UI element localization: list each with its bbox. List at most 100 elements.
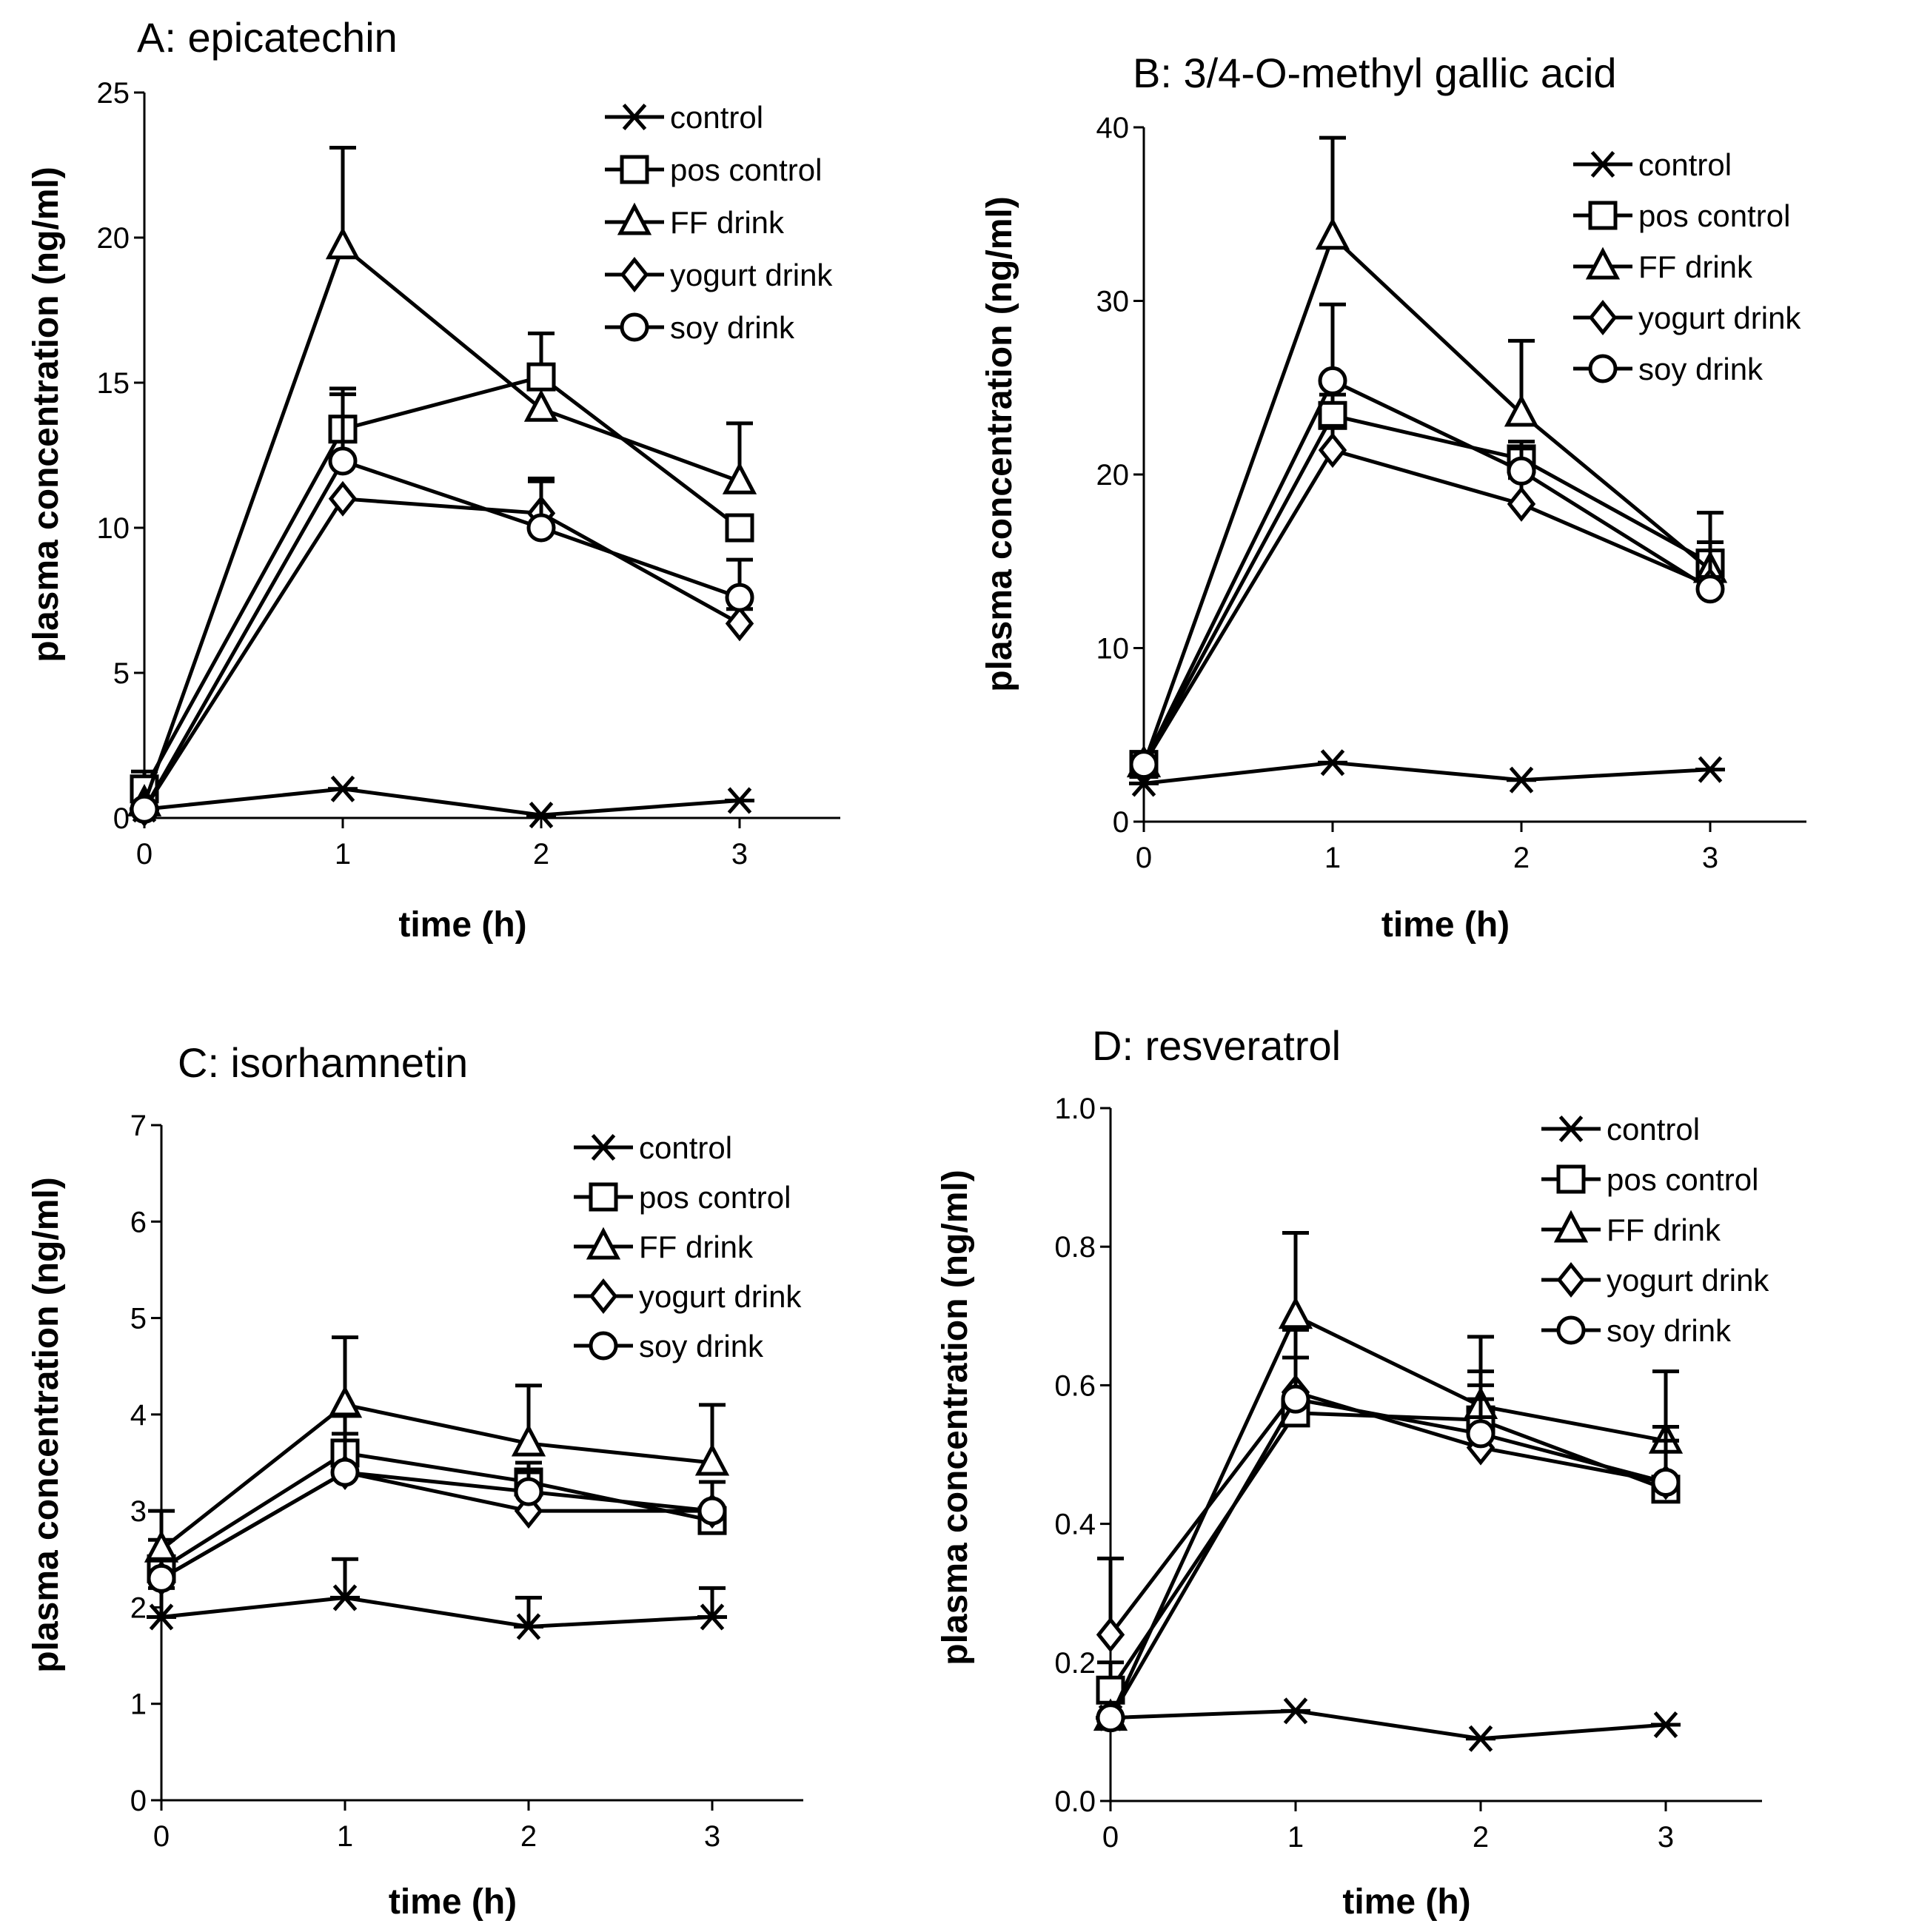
series-control [147,1557,727,1640]
y-tick-label: 0 [1113,806,1129,839]
x-tick-label: 0 [1102,1821,1119,1854]
legend-item: FF drink [1541,1210,1721,1247]
series-line-soy-drink [142,458,740,811]
x-tick-label: 3 [1702,842,1718,874]
data-point-control [330,1584,360,1611]
x-tick-label: 1 [335,838,351,871]
data-point-soy-drink [1695,574,1725,604]
x-tick-label: 0 [136,838,153,871]
legend-item: control [574,1130,732,1165]
data-point-pos-control [1318,400,1347,430]
legend-item: pos control [574,1180,791,1215]
y-tick-label: 20 [1096,459,1130,492]
legend-label: yogurt drink [670,258,833,292]
x-tick-label: 3 [1658,1821,1674,1854]
legend-marker-yogurt-drink [620,256,649,293]
data-point-yogurt-drink [725,606,754,642]
data-point-ff-drink [144,1529,179,1563]
series-line-ff-drink [1108,1313,1667,1719]
legend-item: soy drink [574,1329,764,1364]
legend-marker-pos-control [589,1182,618,1212]
legend-label: control [639,1130,732,1165]
panel-c-legend: control pos control FF drink yogurt drink so… [574,1130,802,1364]
legend-item: pos control [1541,1162,1758,1197]
legend-marker-soy-drink [1588,354,1618,383]
x-tick-label: 2 [520,1820,537,1853]
legend-marker-pos-control [1588,201,1618,230]
data-point-ff-drink [327,1385,363,1418]
series-yogurt-drink [130,479,754,828]
legend-item: pos control [1573,198,1790,233]
panel-c: C: isorhamnetin 0 1 2 3 4 5 6 7 0 1 2 3 time (h) plasm… [27,1039,803,1922]
series-yogurt-drink [1096,1328,1681,1653]
data-point-yogurt-drink [328,480,358,517]
panel-b: B: 3/4-O-methyl gallic acid 0 10 20 30 40 0 1 2 3… [980,50,1806,945]
data-point-control [514,1613,543,1640]
legend-marker-control [620,103,649,131]
series-soy-drink [1096,1355,1681,1733]
y-tick-label: 30 [1096,286,1130,318]
x-axis-label: time (h) [389,1882,517,1922]
series-control [1129,749,1725,797]
data-point-soy-drink [1096,1703,1125,1733]
y-tick-label: 40 [1096,112,1130,144]
y-axis-label: plasma concentration (ng/ml) [27,167,66,662]
legend-label: soy drink [1607,1313,1732,1348]
legend-label: soy drink [639,1329,764,1364]
y-tick-label: 10 [1096,633,1130,665]
series-line-yogurt-drink [1109,1389,1667,1636]
x-tick-label: 1 [1287,1821,1304,1854]
series-soy-drink [1129,302,1725,779]
panel-d-title: D: resveratrol [1092,1022,1341,1069]
legend-marker-soy-drink [589,1331,618,1361]
series-line-ff-drink [142,243,740,805]
data-point-soy-drink [328,446,358,476]
legend-item: control [605,100,763,135]
data-point-soy-drink [725,583,754,612]
legend-label: FF drink [1638,249,1753,284]
series-line-yogurt-drink [1142,448,1711,765]
data-point-soy-drink [1318,366,1347,395]
series-ff-drink [127,145,757,816]
series-pos-control [1096,1355,1681,1705]
legend-label: yogurt drink [1607,1263,1769,1298]
legend-label: pos control [1638,198,1790,233]
panel-a: A: epicatechin 0 5 10 15 20 25 0 1 2 3 time (h) plas… [27,14,840,945]
error-bar [699,1586,726,1617]
series-line-control [161,1595,713,1629]
data-point-control [328,775,358,802]
x-axis-label: time (h) [398,905,526,945]
data-point-pos-control [725,513,754,543]
series-line-yogurt-drink [142,497,741,811]
y-tick-label: 6 [130,1206,147,1238]
data-point-soy-drink [130,794,159,824]
x-axis-label: time (h) [1381,905,1510,945]
data-point-control [1281,1697,1310,1725]
x-tick-label: 1 [1324,842,1341,874]
legend-item: yogurt drink [1541,1261,1769,1298]
series-line-pos-control [1108,1411,1667,1691]
y-tick-label: 4 [130,1399,147,1432]
data-point-yogurt-drink [1318,432,1347,469]
y-tick-label: 20 [97,222,130,255]
legend-marker-control [1588,150,1618,178]
y-tick-label: 1.0 [1054,1093,1096,1125]
panel-c-title: C: isorhamnetin [178,1039,468,1086]
series-soy-drink [147,1458,727,1593]
legend-label: pos control [639,1180,791,1215]
x-tick-label: 1 [337,1820,353,1853]
y-axis-label: plasma concentration (ng/ml) [980,196,1019,691]
data-point-ff-drink [1315,217,1350,250]
x-tick-label: 3 [704,1820,720,1853]
error-bar [515,1595,542,1627]
legend-label: soy drink [670,310,795,345]
data-point-ff-drink [325,227,361,260]
data-point-control [725,787,754,814]
x-tick-label: 0 [1136,842,1152,874]
legend-label: FF drink [1607,1212,1721,1247]
y-tick-label: 2 [130,1591,147,1624]
data-point-pos-control [526,362,556,392]
data-point-ff-drink [1504,394,1539,427]
legend-label: FF drink [639,1230,754,1264]
series-line-control [1110,1708,1667,1741]
